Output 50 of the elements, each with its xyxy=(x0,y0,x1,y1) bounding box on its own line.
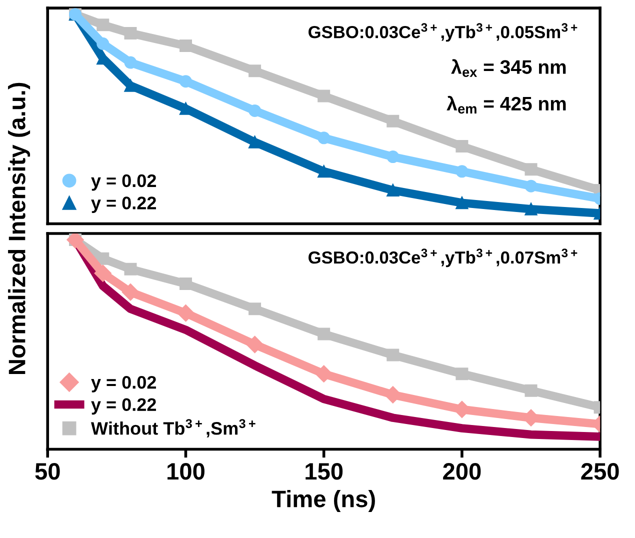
point xyxy=(386,348,400,362)
point xyxy=(386,184,400,197)
point xyxy=(246,336,264,354)
point xyxy=(456,140,468,153)
point xyxy=(179,75,192,88)
annotation: GSBO:0.03Ce$^{3+}$,yTb$^{3+}$,0.05Sm$^{3+}$ xyxy=(308,23,578,42)
point xyxy=(456,165,468,178)
point xyxy=(524,384,538,397)
point xyxy=(318,132,330,144)
y-axis-title: Normalized Intensity (a.u.) xyxy=(8,82,30,374)
point xyxy=(96,18,110,32)
point xyxy=(179,40,192,52)
point xyxy=(124,262,137,276)
legend-label: Without Tb$^{3+}$,Sm$^{3+}$ xyxy=(90,419,256,438)
point xyxy=(318,328,330,340)
point xyxy=(386,150,400,164)
annotation: λ$_{em}$ = 425 nm xyxy=(446,96,566,114)
point xyxy=(318,165,330,178)
point xyxy=(248,302,262,316)
point xyxy=(248,64,262,78)
x-tick-label: 100 xyxy=(168,463,204,480)
point xyxy=(124,56,137,69)
point xyxy=(456,196,468,210)
x-tick-label: 50 xyxy=(35,463,60,480)
legend-label: y = 0.02 xyxy=(91,376,156,392)
legend-label: y = 0.22 xyxy=(91,196,156,213)
legend-label: y = 0.22 xyxy=(91,398,156,415)
point xyxy=(315,365,332,382)
point xyxy=(318,90,330,102)
legend-label: y = 0.02 xyxy=(91,174,156,191)
point xyxy=(179,278,192,290)
point xyxy=(524,163,538,176)
annotation: GSBO:0.03Ce$^{3+}$,yTb$^{3+}$,0.07Sm$^{3+}$ xyxy=(308,248,578,268)
point xyxy=(66,234,84,248)
x-tick-label: 200 xyxy=(443,463,481,480)
point xyxy=(122,284,140,301)
point xyxy=(456,368,468,380)
point xyxy=(96,252,110,265)
x-tick-label: 150 xyxy=(306,463,343,480)
annotation: λ$_{ex}$ = 345 nm xyxy=(451,59,566,77)
point xyxy=(177,304,194,322)
point xyxy=(386,114,400,128)
point xyxy=(124,26,137,40)
x-axis-title: Time (ns) xyxy=(272,490,375,512)
point xyxy=(524,202,538,216)
x-tick-label: 250 xyxy=(581,463,619,480)
point xyxy=(94,264,112,282)
point xyxy=(248,104,262,117)
point xyxy=(96,37,110,50)
point xyxy=(524,180,538,192)
